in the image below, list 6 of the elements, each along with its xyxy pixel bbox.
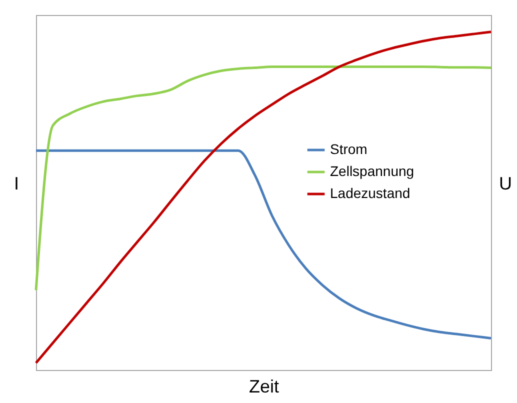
y2-axis-title: U bbox=[499, 174, 512, 194]
x-axis-title: Zeit bbox=[248, 376, 280, 396]
legend-label: Strom bbox=[330, 141, 368, 157]
legend-label: Ladezustand bbox=[330, 185, 410, 201]
legend-label: Zellspannung bbox=[330, 163, 414, 179]
y-axis-title: I bbox=[14, 174, 20, 194]
